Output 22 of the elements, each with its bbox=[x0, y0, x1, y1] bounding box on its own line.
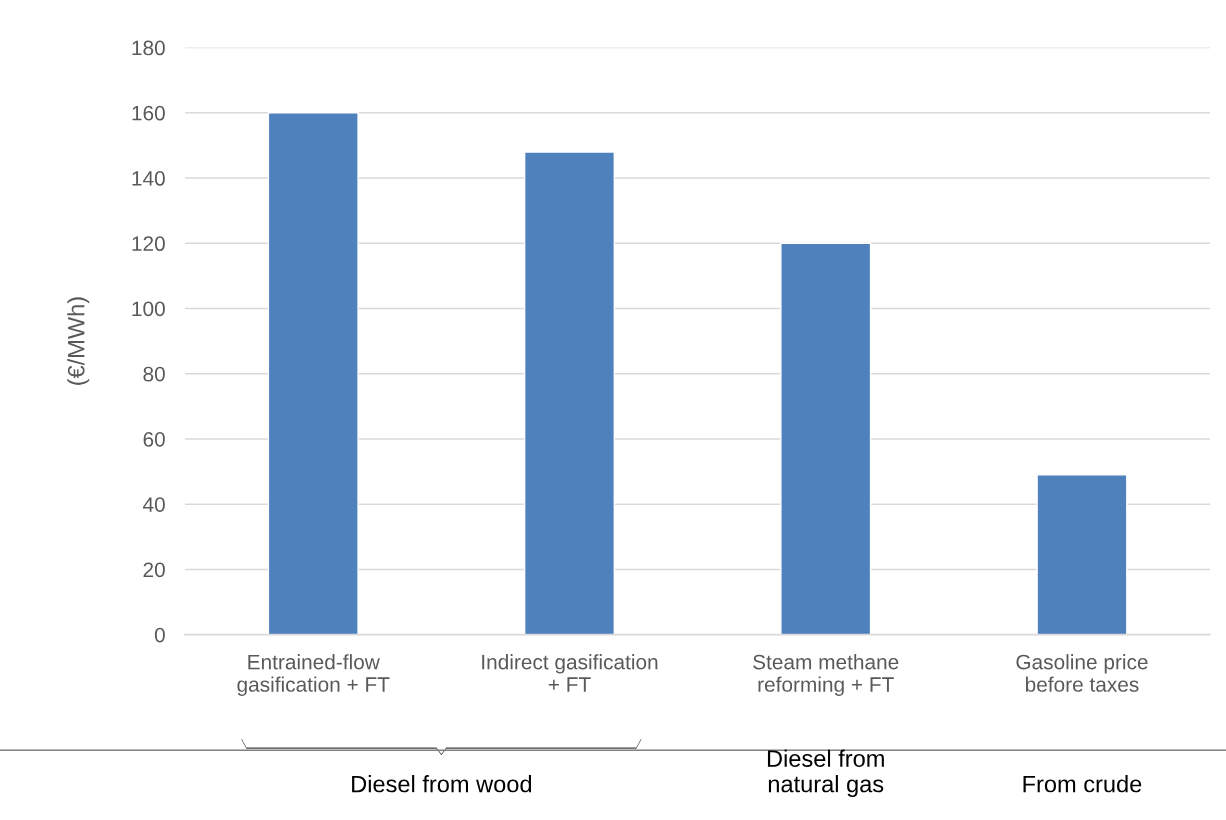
y-tick-label: 40 bbox=[142, 497, 165, 512]
x-tick-label: Steam methane reforming + FT bbox=[753, 654, 899, 696]
y-tick-label: 120 bbox=[132, 236, 165, 252]
y-tick-label: 160 bbox=[132, 105, 165, 121]
y-tick-label: 20 bbox=[143, 562, 165, 578]
bar bbox=[267, 112, 359, 635]
y-tick-label: 140 bbox=[132, 171, 165, 186]
text: Diesel from wood bbox=[352, 775, 532, 793]
y-tick-label: 180 bbox=[132, 40, 165, 56]
text: From crude bbox=[1023, 775, 1142, 793]
y-tick-label: 0 bbox=[154, 627, 165, 643]
x-tick-label: Entrained-flow gasification + FT bbox=[237, 654, 390, 696]
bar bbox=[1036, 474, 1128, 635]
y-tick-label: 100 bbox=[132, 301, 165, 317]
y-tick-label: 60 bbox=[143, 431, 165, 447]
x-tick-label: Indirect gasification + FT bbox=[482, 654, 658, 692]
bar bbox=[523, 151, 616, 635]
text: Diesel from natural gas bbox=[767, 749, 884, 798]
x-tick-label: Gasoline price before taxes bbox=[1016, 654, 1148, 692]
y-tick-label: 80 bbox=[143, 366, 165, 382]
y-axis-title: (€/MWh) bbox=[67, 297, 90, 385]
bar bbox=[780, 242, 872, 635]
